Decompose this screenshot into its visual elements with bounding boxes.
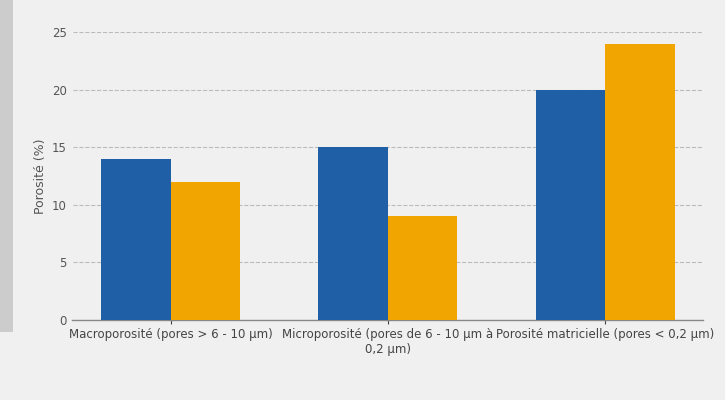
- Bar: [388, 216, 457, 320]
- Y-axis label: Porosité (%): Porosité (%): [33, 138, 46, 214]
- Bar: [318, 147, 388, 320]
- Bar: [170, 182, 240, 320]
- Bar: [605, 44, 674, 320]
- Bar: [536, 90, 605, 320]
- Bar: [102, 159, 170, 320]
